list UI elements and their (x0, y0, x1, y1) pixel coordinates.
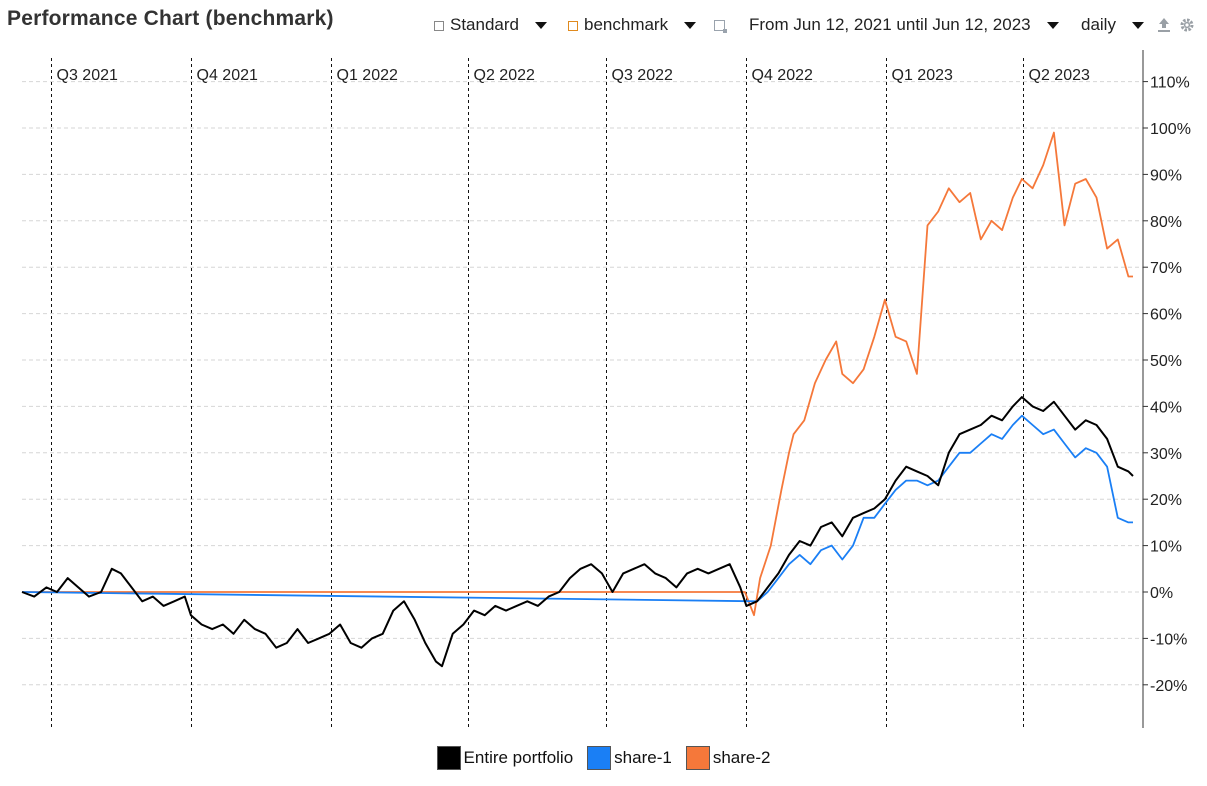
y-tick-label: 70% (1150, 260, 1182, 277)
performance-chart[interactable]: Q3 2021 Q4 2021 Q1 2022 Q2 2022 Q3 2022 Q4 20… (0, 46, 1207, 736)
view-select-label: Standard (450, 15, 519, 34)
chart-legend: Entire portfolio share-1 share-2 (0, 744, 1207, 772)
y-tick-label: 50% (1150, 353, 1182, 370)
legend-swatch (436, 746, 461, 770)
y-tick-label: 20% (1150, 492, 1182, 509)
quarter-label: Q4 2022 (752, 67, 813, 84)
series-line-entire-portfolio[interactable] (21, 396, 1134, 668)
page-title: Performance Chart (benchmark) (7, 7, 334, 30)
y-tick-label: 30% (1150, 446, 1182, 463)
interval-label: daily (1081, 15, 1116, 34)
chevron-down-icon (684, 21, 697, 29)
quarter-label: Q1 2023 (892, 67, 953, 84)
date-range-select[interactable]: From Jun 12, 2021 until Jun 12, 2023 (714, 14, 1059, 36)
quarter-label: Q4 2021 (197, 67, 258, 84)
benchmark-select[interactable]: benchmark (568, 14, 697, 36)
y-tick-label: 110% (1150, 75, 1190, 92)
y-tick-label: 90% (1150, 167, 1182, 184)
export-icon[interactable] (1157, 17, 1171, 33)
quarter-label: Q2 2022 (474, 67, 535, 84)
calendar-icon (714, 19, 727, 33)
y-tick-label: -10% (1150, 631, 1187, 648)
benchmark-select-label: benchmark (584, 15, 669, 34)
legend-item-entire-portfolio[interactable]: Entire portfolio (436, 746, 574, 770)
y-tick-label: 40% (1150, 399, 1182, 416)
gear-icon[interactable] (1179, 17, 1195, 33)
y-tick-label: 80% (1150, 214, 1182, 231)
view-select[interactable]: Standard (434, 14, 547, 36)
quarter-label: Q3 2022 (612, 67, 673, 84)
y-tick-label: 100% (1150, 121, 1191, 138)
legend-item-share-2[interactable]: share-2 (685, 746, 771, 770)
chart-tools (1157, 14, 1195, 36)
quarter-label: Q1 2022 (337, 67, 398, 84)
y-tick-label: 60% (1150, 307, 1182, 324)
chart-area: Q3 2021 Q4 2021 Q1 2022 Q2 2022 Q3 2022 Q4 20… (0, 46, 1207, 736)
y-tick-label: -20% (1150, 678, 1187, 695)
legend-swatch (685, 746, 710, 770)
legend-swatch (587, 746, 612, 770)
chevron-down-icon (535, 21, 547, 29)
interval-select[interactable]: daily (1081, 14, 1144, 36)
square-icon (568, 20, 578, 31)
chart-header: Performance Chart (benchmark) Standard b… (0, 0, 1207, 46)
chevron-down-icon (1131, 21, 1144, 29)
legend-label: share-2 (712, 748, 771, 767)
y-tick-label: 10% (1150, 539, 1182, 556)
date-range-label: From Jun 12, 2021 until Jun 12, 2023 (749, 15, 1031, 34)
series-line-share-1[interactable] (21, 414, 1133, 603)
quarter-label: Q2 2023 (1029, 67, 1090, 84)
legend-item-share-1[interactable]: share-1 (587, 746, 672, 770)
legend-label: Entire portfolio (463, 748, 574, 767)
chevron-down-icon (1046, 21, 1059, 29)
legend-label: share-1 (614, 748, 672, 767)
y-tick-label: 0% (1150, 585, 1173, 602)
series-line-share-2[interactable] (22, 131, 1133, 617)
square-icon (434, 20, 444, 31)
quarter-label: Q3 2021 (57, 67, 118, 84)
